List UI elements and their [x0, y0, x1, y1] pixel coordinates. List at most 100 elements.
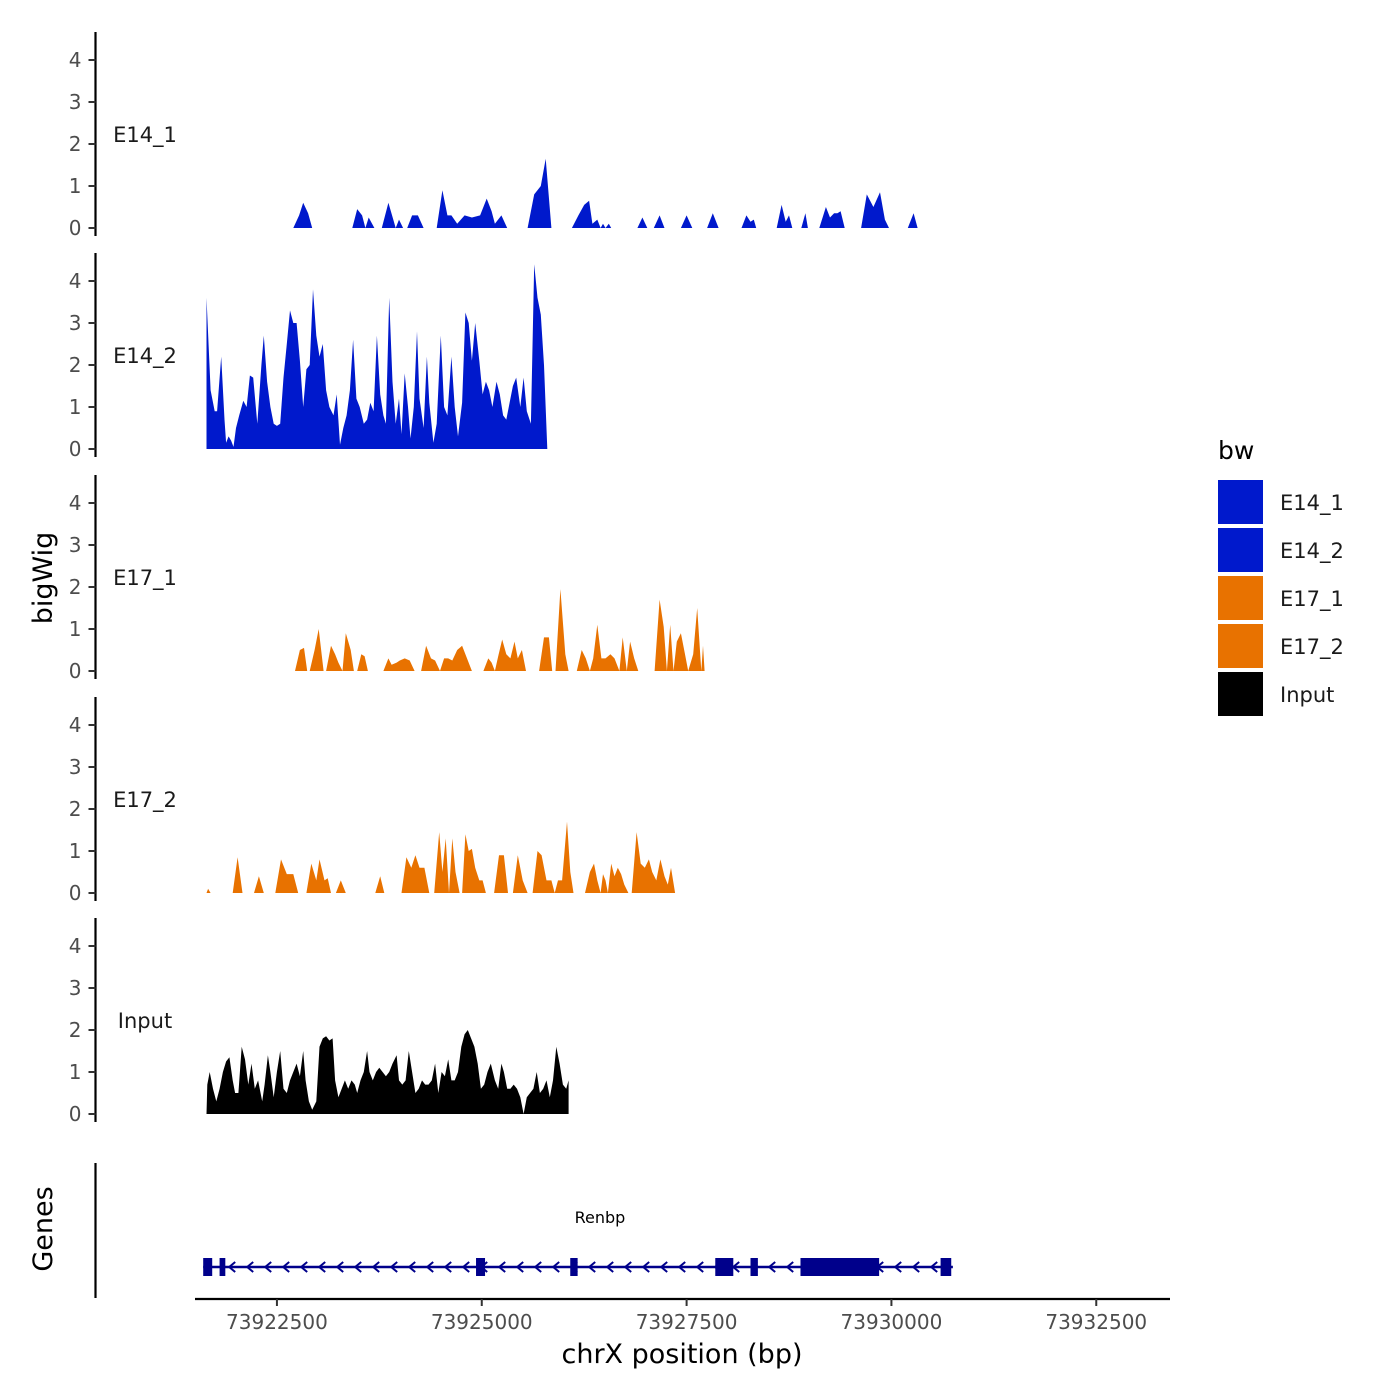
legend-label: Input: [1280, 683, 1334, 707]
strand-arrow: [371, 1261, 380, 1273]
track-label: E14_2: [113, 344, 177, 369]
x-tick-label: 73927500: [636, 1310, 738, 1334]
x-tick-label: 73922500: [226, 1310, 328, 1334]
strand-arrow: [659, 1261, 668, 1273]
legend-label: E17_1: [1280, 587, 1344, 612]
genes-axis-title: Genes: [28, 1186, 59, 1271]
strand-arrow: [353, 1261, 362, 1273]
legend-swatch: [1218, 480, 1263, 524]
y-tick-label: 0: [69, 216, 82, 240]
strand-arrow: [551, 1261, 560, 1273]
strand-arrow: [281, 1261, 290, 1273]
strand-arrow: [893, 1261, 902, 1273]
y-tick-label: 2: [69, 132, 82, 156]
track-input: 0 1 2 3 4 Input: [69, 918, 569, 1126]
y-tick-label: 0: [69, 437, 82, 461]
track-e17-2: 0 1 2 3 4 E17_2: [69, 697, 676, 905]
track-label: E14_1: [113, 123, 177, 148]
legend-title: bw: [1218, 436, 1254, 465]
y-tick-label: 3: [69, 90, 82, 114]
coverage-area-input: [206, 1030, 569, 1114]
coverage-area-e14-2: [206, 264, 548, 449]
y-tick-label: 3: [69, 976, 82, 1000]
gene-exon: [570, 1258, 578, 1276]
track-e14-1: 0 1 2 3 4 E14_1: [69, 32, 918, 240]
x-axis-title: chrX position (bp): [561, 1339, 802, 1370]
coverage-area-e17-1: [295, 589, 705, 671]
gene-label-renbp: Renbp: [575, 1208, 626, 1227]
gene-exon: [203, 1258, 213, 1276]
legend-label: E14_2: [1280, 539, 1344, 564]
strand-arrow: [785, 1261, 794, 1273]
track-label: Input: [118, 1009, 172, 1033]
y-tick-label: 1: [69, 1060, 82, 1084]
x-tick-label: 73925000: [431, 1310, 533, 1334]
y-tick-label: 2: [69, 575, 82, 599]
gene-exon: [800, 1258, 880, 1276]
strand-arrow: [533, 1261, 542, 1273]
legend-label: E17_2: [1280, 635, 1344, 660]
strand-arrow: [767, 1261, 776, 1273]
strand-arrow: [245, 1261, 254, 1273]
gene-exon: [940, 1258, 952, 1276]
strand-arrow: [587, 1261, 596, 1273]
legend-label: E14_1: [1280, 491, 1344, 516]
strand-arrow: [461, 1261, 470, 1273]
strand-arrow: [425, 1261, 434, 1273]
y-tick-label: 1: [69, 617, 82, 641]
strand-arrow: [227, 1261, 236, 1273]
strand-arrow: [317, 1261, 326, 1273]
strand-arrow: [515, 1261, 524, 1273]
track-e17-1: 0 1 2 3 4 E17_1: [69, 475, 705, 683]
strand-arrow: [605, 1261, 614, 1273]
strand-arrow: [623, 1261, 632, 1273]
x-tick-label: 73930000: [841, 1310, 943, 1334]
y-tick-label: 0: [69, 881, 82, 905]
y-tick-label: 0: [69, 1102, 82, 1126]
y-tick-label: 3: [69, 311, 82, 335]
gene-exon: [715, 1258, 734, 1276]
y-tick-label: 2: [69, 1018, 82, 1042]
genes-track: Genes Renbp: [28, 1163, 953, 1298]
legend: bw E14_1 E14_2 E17_1 E17_2 Input: [1218, 436, 1344, 716]
y-tick-label: 4: [69, 491, 82, 515]
track-label: E17_1: [113, 566, 177, 591]
track-panels: 0 1 2 3 4 E14_1 0 1 2 3 4 E14_2 0 1 2 3 4 E17_1 0 1 2 3 4 E17_2…: [69, 32, 918, 1126]
x-tick-label: 73932500: [1045, 1310, 1147, 1334]
y-tick-label: 0: [69, 659, 82, 683]
strand-arrow: [911, 1261, 920, 1273]
legend-swatch: [1218, 528, 1263, 572]
track-label: E17_2: [113, 788, 177, 813]
y-tick-label: 4: [69, 934, 82, 958]
y-axis-title: bigWig: [28, 532, 59, 625]
strand-arrow: [695, 1261, 704, 1273]
y-tick-label: 4: [69, 48, 82, 72]
y-tick-label: 2: [69, 353, 82, 377]
y-tick-label: 3: [69, 533, 82, 557]
gene-exon: [476, 1258, 486, 1276]
y-tick-label: 2: [69, 797, 82, 821]
strand-arrow: [497, 1261, 506, 1273]
x-axis: 73922500 73925000 73927500 73930000 73932500…: [195, 1297, 1170, 1370]
track-e14-2: 0 1 2 3 4 E14_2: [69, 253, 548, 461]
strand-arrow: [407, 1261, 416, 1273]
y-tick-label: 1: [69, 174, 82, 198]
coverage-area-e17-2: [206, 821, 676, 893]
strand-arrow: [263, 1261, 272, 1273]
strand-arrow: [443, 1261, 452, 1273]
legend-swatch: [1218, 672, 1263, 716]
strand-arrow: [389, 1261, 398, 1273]
y-tick-label: 1: [69, 395, 82, 419]
gene-exon: [219, 1258, 226, 1276]
gene-exon: [750, 1258, 758, 1276]
y-tick-label: 4: [69, 269, 82, 293]
gene-model: [203, 1258, 953, 1276]
coverage-area-e14-1: [293, 158, 918, 228]
legend-swatch: [1218, 624, 1263, 668]
legend-swatch: [1218, 576, 1263, 620]
y-tick-label: 1: [69, 839, 82, 863]
strand-arrow: [299, 1261, 308, 1273]
strand-arrow: [335, 1261, 344, 1273]
strand-arrow: [677, 1261, 686, 1273]
